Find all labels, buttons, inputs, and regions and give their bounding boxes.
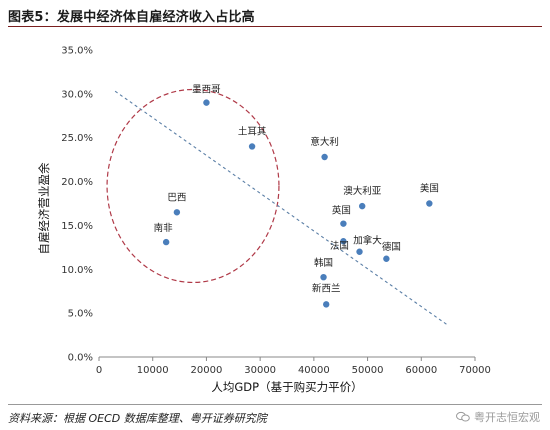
data-point xyxy=(323,301,330,308)
y-tick-label: 10.0% xyxy=(61,265,93,276)
data-point xyxy=(321,153,328,161)
x-axis-title: 人均GDP（基于购买力平价） xyxy=(211,380,362,394)
data-point xyxy=(340,220,347,227)
x-tick-label: 30000 xyxy=(244,365,276,376)
data-point-label: 英国 xyxy=(332,205,351,217)
data-point-label: 意大利 xyxy=(310,136,339,148)
source-note: 资料来源：根据 OECD 数据库整理、粤开证券研究院 xyxy=(8,412,267,425)
data-point xyxy=(320,273,327,281)
x-axis-ticks: 0 10000 20000 30000 40000 50000 60000 70000 xyxy=(96,357,491,376)
footer-divider xyxy=(8,404,542,405)
data-point-label: 澳大利亚 xyxy=(343,185,382,197)
x-tick-label: 70000 xyxy=(459,365,491,376)
highlight-ellipse xyxy=(106,88,280,284)
data-point-label: 美国 xyxy=(420,183,439,195)
data-point-label: 墨西哥 xyxy=(192,85,221,96)
y-axis-title: 自雇经济营业盈余 xyxy=(37,162,51,254)
data-point-label: 南非 xyxy=(154,222,174,234)
x-tick-label: 0 xyxy=(96,365,102,376)
data-points xyxy=(162,99,433,308)
scatter-chart: 0.0% 5.0% 10.0% 15.0% 20.0% 25.0% 30.0% 35.0% 0… xyxy=(37,46,491,395)
data-point xyxy=(359,202,366,210)
data-point-label: 德国 xyxy=(382,241,401,253)
y-tick-label: 25.0% xyxy=(61,133,93,144)
chart-title: 图表5：发展中经济体自雇经济收入占比高 xyxy=(8,10,255,25)
x-tick-label: 50000 xyxy=(352,365,384,376)
y-tick-label: 0.0% xyxy=(68,353,93,364)
data-point xyxy=(173,209,181,216)
x-tick-label: 60000 xyxy=(405,365,437,376)
data-point-label: 加拿大 xyxy=(353,235,382,247)
x-tick-label: 20000 xyxy=(191,365,223,376)
data-point xyxy=(356,248,363,255)
y-tick-label: 5.0% xyxy=(68,309,93,320)
x-tick-label: 40000 xyxy=(298,365,330,376)
watermark-text: 粤开志恒宏观 xyxy=(474,411,540,424)
data-point xyxy=(162,238,170,246)
title-divider xyxy=(8,26,542,27)
data-point-label: 法国 xyxy=(330,240,349,252)
y-tick-label: 20.0% xyxy=(61,177,93,188)
x-tick-label: 10000 xyxy=(137,365,169,376)
y-tick-label: 15.0% xyxy=(61,221,93,232)
data-point xyxy=(203,99,210,106)
data-point-label: 新西兰 xyxy=(312,282,341,294)
trend-line xyxy=(114,90,449,326)
data-point xyxy=(383,255,390,262)
watermark: 粤开志恒宏观 xyxy=(456,409,540,425)
data-point-label: 巴西 xyxy=(167,192,186,203)
y-axis-ticks: 0.0% 5.0% 10.0% 15.0% 20.0% 25.0% 30.0% 35.0% xyxy=(61,46,93,364)
y-tick-label: 30.0% xyxy=(61,89,93,100)
data-point xyxy=(426,200,433,207)
data-point xyxy=(248,143,256,150)
data-point xyxy=(340,238,347,245)
chat-bubble-icon xyxy=(456,411,470,423)
data-point-label: 土耳其 xyxy=(238,125,267,137)
data-point-label: 韩国 xyxy=(314,257,333,269)
y-tick-label: 35.0% xyxy=(61,46,93,57)
